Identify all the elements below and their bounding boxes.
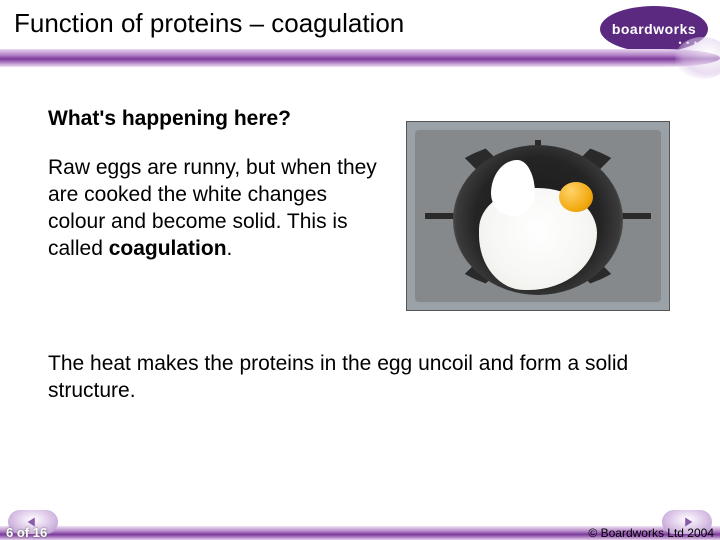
logo-text: boardworks	[612, 21, 696, 37]
paragraph-2: The heat makes the proteins in the egg u…	[48, 351, 668, 405]
copyright: © Boardworks Ltd 2004	[588, 526, 714, 540]
paragraph-1: Raw eggs are runny, but when they are co…	[48, 155, 388, 263]
page-number: 6 of 16	[4, 525, 49, 540]
egg-frying-image	[406, 121, 670, 311]
header-divider	[0, 49, 720, 67]
egg-yolk-icon	[559, 182, 593, 212]
